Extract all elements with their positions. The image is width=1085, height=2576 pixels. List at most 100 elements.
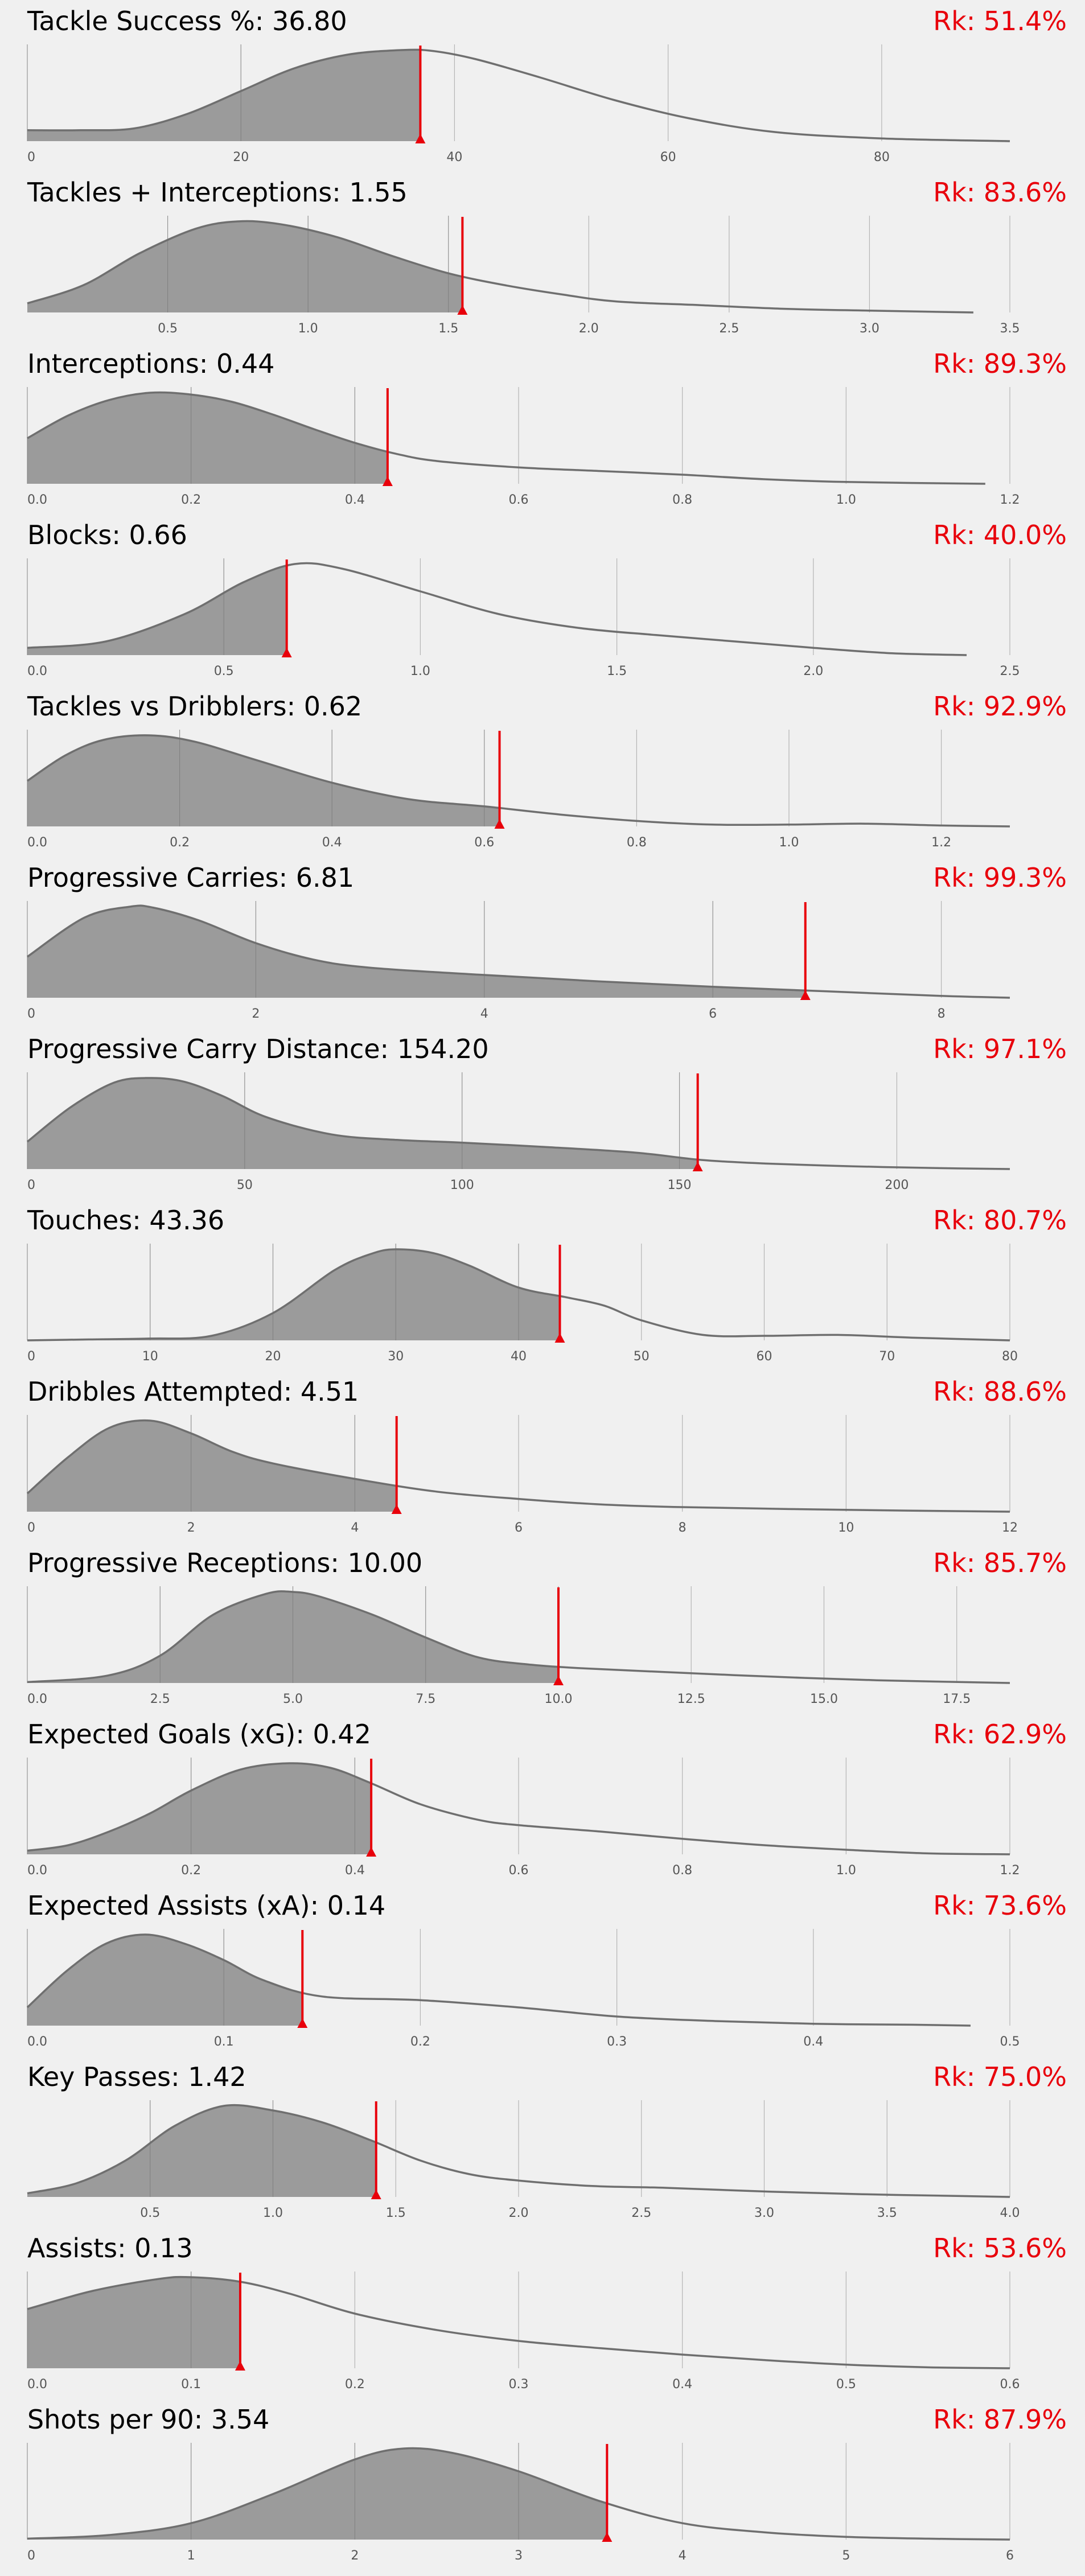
density-curve — [27, 391, 985, 485]
metric-name: Expected Assists (xA) — [27, 1890, 310, 1921]
density-fill — [27, 2105, 376, 2197]
metric-value: 0.14 — [327, 1890, 386, 1921]
x-tick-label: 70 — [879, 1349, 895, 1364]
chart-panel: 0 50 100 150 200 Progressive Carry Distance: … — [0, 1028, 1085, 1199]
x-tick-label: 0.4 — [345, 1863, 365, 1878]
density-plot: 0.5 1.0 1.5 2.0 2.5 3.0 3.5 4.0 — [27, 2100, 1020, 2220]
metric-value: 1.42 — [188, 2061, 246, 2092]
x-tick-label: 1.0 — [779, 836, 799, 850]
x-tick-label: 1 — [187, 2549, 195, 2563]
x-tick-label: 0 — [27, 2549, 35, 2563]
density-fill — [27, 1763, 372, 1854]
density-curve — [27, 2447, 1010, 2541]
chart-title: Dribbles Attempted: 4.51 — [27, 1376, 359, 1407]
density-plot: 0.0 0.2 0.4 0.6 0.8 1.0 1.2 — [27, 1758, 1020, 1878]
x-tick-label: 0.0 — [27, 664, 47, 678]
x-tick-label: 0.2 — [345, 2377, 365, 2392]
metric-value: 0.13 — [134, 2233, 193, 2264]
x-tick-label: 8 — [679, 1521, 687, 1535]
x-tick-label: 3.0 — [860, 322, 879, 336]
x-tick-label: 0.5 — [158, 322, 178, 336]
metric-value: 6.81 — [295, 862, 355, 893]
marker-triangle — [235, 2361, 245, 2371]
x-tick-label: 12.5 — [677, 1692, 705, 1706]
x-tick-label: 3.0 — [754, 2206, 774, 2220]
metric-name: Touches — [27, 1205, 133, 1236]
percentile-rank: Rk: 87.9% — [933, 2404, 1067, 2435]
chart-panel: 0 2 4 6 8 Progressive Carries: 6.81 Rk: 99.3% — [0, 857, 1085, 1028]
density-plot: 0 1 2 3 4 5 6 — [27, 2443, 1014, 2563]
metric-value: 4.51 — [300, 1376, 359, 1407]
metric-name: Tackles + Interceptions — [27, 177, 332, 208]
density-plot: 0.5 1.0 1.5 2.0 2.5 3.0 3.5 — [27, 216, 1020, 336]
chart-panel: 0.5 1.0 1.5 2.0 2.5 3.0 3.5 4.0 Key Passes: 1.42… — [0, 2056, 1085, 2227]
chart-panel: 0 20 40 60 80 Tackle Success %: 36.80 Rk: 51.4… — [0, 0, 1085, 171]
percentile-rank: Rk: 80.7% — [933, 1205, 1067, 1236]
density-plot: 0 2 4 6 8 — [27, 901, 1010, 1021]
chart-panel: 0.0 0.1 0.2 0.3 0.4 0.5 Expected Assists (xA):… — [0, 1884, 1085, 2056]
marker-triangle — [415, 134, 426, 143]
x-tick-label: 2 — [351, 2549, 359, 2563]
x-tick-label: 4 — [480, 1007, 488, 1021]
chart-title: Progressive Receptions: 10.00 — [27, 1548, 423, 1578]
x-tick-label: 8 — [938, 1007, 946, 1021]
x-tick-label: 1.5 — [607, 664, 627, 678]
metric-value: 0.66 — [129, 520, 187, 550]
x-tick-label: 0.2 — [170, 836, 190, 850]
density-fill — [27, 1420, 397, 1512]
chart-panel: 0 10 20 30 40 50 60 70 80 Touches: 43.36 Rk: 80.7% — [0, 1199, 1085, 1371]
x-tick-label: 0.8 — [672, 1863, 692, 1878]
x-tick-label: 0.2 — [181, 1863, 201, 1878]
metric-value: 36.80 — [272, 6, 347, 36]
x-tick-label: 4.0 — [1000, 2206, 1020, 2220]
x-tick-label: 1.2 — [1000, 493, 1020, 507]
x-tick-label: 40 — [446, 150, 462, 164]
x-tick-label: 0.3 — [509, 2377, 529, 2392]
x-tick-label: 2 — [252, 1007, 260, 1021]
x-tick-label: 12 — [1002, 1521, 1018, 1535]
percentile-rank: Rk: 88.6% — [933, 1376, 1067, 1407]
marker-triangle — [382, 476, 393, 486]
x-tick-label: 0.1 — [214, 2035, 234, 2049]
chart-title: Tackle Success %: 36.80 — [27, 6, 347, 36]
marker-triangle — [553, 1676, 564, 1685]
density-fill — [27, 2448, 607, 2540]
x-tick-label: 6 — [515, 1521, 523, 1535]
metric-value: 43.36 — [149, 1205, 225, 1236]
x-tick-label: 0.0 — [27, 1692, 47, 1706]
x-tick-label: 1.0 — [298, 322, 318, 336]
x-tick-label: 0.3 — [607, 2035, 627, 2049]
metric-name: Key Passes — [27, 2061, 171, 2092]
density-curve — [26, 1933, 971, 2027]
chart-title: Tackles vs Dribblers: 0.62 — [27, 691, 363, 722]
x-tick-label: 60 — [757, 1349, 772, 1364]
metric-name: Shots per 90 — [27, 2404, 194, 2435]
percentile-rank: Rk: 85.7% — [933, 1548, 1067, 1578]
metric-name: Expected Goals (xG) — [27, 1719, 296, 1750]
chart-title: Expected Assists (xA): 0.14 — [27, 1890, 386, 1921]
density-plot: 0.0 0.2 0.4 0.6 0.8 1.0 1.2 — [27, 387, 1020, 507]
chart-title: Interceptions: 0.44 — [27, 348, 275, 379]
percentile-rank: Rk: 73.6% — [933, 1890, 1067, 1921]
density-curve — [27, 2104, 1010, 2198]
x-tick-label: 200 — [885, 1178, 909, 1192]
chart-panel: 0 2 4 6 8 10 12 Dribbles Attempted: 4.51 Rk: 88.… — [0, 1371, 1085, 1542]
chart-panel: 0.0 0.2 0.4 0.6 0.8 1.0 1.2 Tackles vs Dribbler… — [0, 685, 1085, 857]
chart-panel: 0.0 0.2 0.4 0.6 0.8 1.0 1.2 Interceptions: 0.44… — [0, 343, 1085, 514]
marker-triangle — [297, 2018, 308, 2028]
x-tick-label: 5 — [842, 2549, 850, 2563]
density-plot: 0 20 40 60 80 — [27, 44, 1010, 164]
density-curve — [26, 1419, 1010, 1513]
x-tick-label: 1.2 — [931, 836, 951, 850]
density-plot: 0 2 4 6 8 10 12 — [26, 1415, 1018, 1535]
chart-title: Progressive Carry Distance: 154.20 — [27, 1034, 489, 1064]
x-tick-label: 4 — [679, 2549, 687, 2563]
x-tick-label: 0 — [27, 1007, 35, 1021]
density-curve — [27, 48, 1010, 142]
density-curve — [27, 2275, 1010, 2369]
x-tick-label: 1.0 — [836, 1863, 856, 1878]
x-tick-label: 15.0 — [810, 1692, 838, 1706]
x-tick-label: 0.6 — [509, 493, 529, 507]
chart-title: Expected Goals (xG): 0.42 — [27, 1719, 371, 1750]
x-tick-label: 60 — [660, 150, 676, 164]
